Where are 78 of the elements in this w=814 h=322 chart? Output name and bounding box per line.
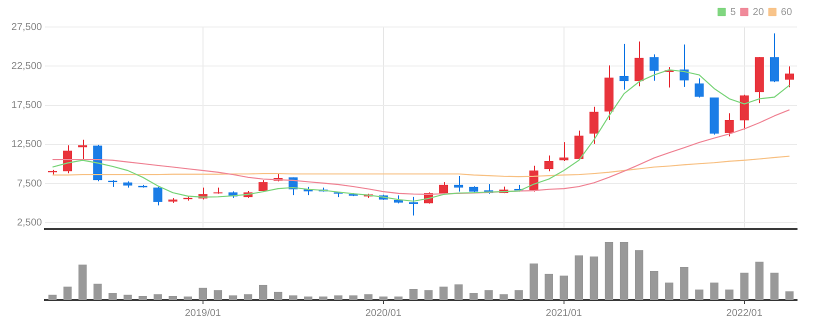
- bar: [454, 284, 463, 300]
- bar: [695, 290, 704, 300]
- candlestick: [620, 43, 629, 90]
- bar: [364, 294, 372, 300]
- bar: [439, 286, 448, 300]
- bar: [560, 276, 568, 300]
- legend-label: 20: [752, 6, 764, 18]
- x-tick-label: 2020/01: [365, 308, 402, 319]
- bar: [198, 288, 208, 300]
- x-tick-label: 2021/01: [546, 308, 582, 319]
- bar: [650, 271, 658, 300]
- candlestick: [574, 130, 584, 160]
- bar: [634, 250, 644, 300]
- candlestick: [408, 196, 418, 216]
- bar: [755, 262, 764, 300]
- bar: [154, 294, 162, 300]
- bar: [124, 294, 132, 300]
- candlestick: [634, 40, 644, 87]
- bar: [665, 282, 674, 300]
- y-tick-label: 27,500: [11, 22, 42, 33]
- bar: [274, 292, 282, 300]
- bar: [258, 284, 268, 300]
- bar: [138, 296, 147, 300]
- bar: [63, 286, 72, 300]
- candlestick: [153, 186, 162, 206]
- bar: [409, 288, 418, 300]
- bar: [484, 290, 493, 300]
- bar: [500, 294, 508, 300]
- bar: [214, 290, 222, 300]
- bar: [108, 293, 117, 300]
- bar: [574, 255, 584, 300]
- x-tick-label: 2019/01: [184, 308, 222, 319]
- bar: [304, 296, 312, 300]
- bar: [530, 263, 538, 300]
- candlestick: [694, 78, 704, 98]
- y-tick-label: 12,500: [11, 139, 42, 150]
- bar: [680, 266, 688, 300]
- bar: [94, 284, 102, 300]
- bar: [590, 256, 598, 300]
- x-tick-label: 2022/01: [726, 308, 763, 319]
- candlestick: [78, 139, 88, 161]
- bar: [78, 264, 87, 300]
- bar: [289, 295, 298, 300]
- candlestick: [784, 66, 794, 88]
- bar: [244, 294, 252, 300]
- candlestick: [544, 154, 554, 172]
- legend-label: 5: [730, 6, 736, 18]
- bar: [710, 282, 718, 300]
- candlestick: [559, 142, 568, 162]
- bar: [334, 295, 342, 300]
- bar: [604, 242, 614, 300]
- y-tick-label: 17,500: [11, 100, 42, 112]
- candlestick: [589, 106, 598, 144]
- candlestick: [454, 175, 464, 192]
- legend-label: 60: [780, 6, 792, 18]
- y-tick-label: 22,500: [11, 60, 42, 72]
- bar: [349, 295, 358, 300]
- bar: [168, 296, 177, 300]
- bar: [514, 290, 523, 300]
- bar: [770, 272, 779, 300]
- bar: [740, 272, 748, 300]
- bar: [394, 296, 403, 300]
- bar: [184, 296, 192, 300]
- candlestick: [680, 44, 689, 88]
- bar: [319, 296, 328, 300]
- bar: [725, 290, 734, 300]
- candlestick: [650, 54, 659, 82]
- bar: [785, 291, 794, 300]
- bar: [48, 294, 57, 300]
- bar: [228, 295, 238, 300]
- candlestick: [724, 112, 734, 137]
- bar: [379, 296, 388, 300]
- bar: [470, 293, 478, 300]
- bar: [544, 274, 553, 300]
- y-tick-label: 7,500: [16, 178, 42, 190]
- bar: [620, 242, 628, 300]
- bar: [424, 290, 433, 300]
- y-tick-label: 2,500: [16, 217, 42, 228]
